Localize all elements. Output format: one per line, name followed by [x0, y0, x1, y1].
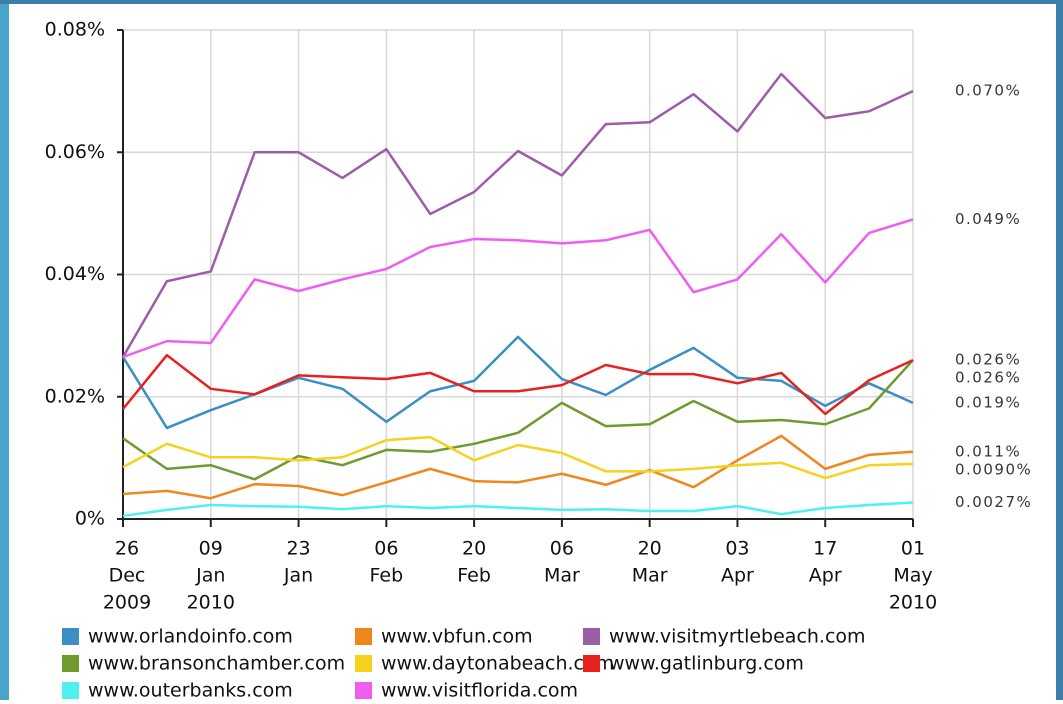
- legend-swatch: [355, 628, 372, 645]
- legend-label: www.outerbanks.com: [88, 680, 293, 701]
- y-tick-label: 0.04%: [45, 263, 105, 285]
- end-value-label: 0.0090%: [955, 460, 1032, 478]
- x-tick-label: 01: [901, 538, 925, 560]
- legend-swatch: [583, 628, 600, 645]
- legend-item: www.bransonchamber.com: [62, 653, 345, 675]
- end-value-label: 0.070%: [955, 82, 1021, 100]
- end-value-label: 0.026%: [955, 369, 1021, 387]
- legend-item: www.orlandoinfo.com: [62, 626, 293, 648]
- end-value-label: 0.011%: [955, 442, 1021, 460]
- y-tick-label: 0.02%: [45, 385, 105, 407]
- x-tick-label: 2010: [187, 592, 235, 614]
- x-tick-label: Feb: [457, 565, 491, 587]
- x-tick-label: 2010: [889, 592, 937, 614]
- x-tick-label: 2009: [103, 592, 151, 614]
- legend-item: www.daytonabeach.com: [355, 653, 614, 675]
- legend-label: www.gatlinburg.com: [609, 653, 804, 675]
- frame-right: [1056, 0, 1063, 700]
- end-value-label: 0.0027%: [955, 493, 1032, 511]
- y-tick-label: 0.06%: [45, 141, 105, 163]
- legend-item: www.gatlinburg.com: [583, 653, 804, 675]
- x-tick-label: Feb: [370, 565, 404, 587]
- series-line: [121, 72, 914, 358]
- end-value-label: 0.019%: [955, 393, 1021, 411]
- legend-swatch: [62, 628, 79, 645]
- legend-label: www.orlandoinfo.com: [88, 626, 293, 648]
- legend-swatch: [355, 682, 372, 699]
- series-line: [122, 218, 914, 359]
- x-tick-label: Apr: [809, 565, 842, 587]
- x-tick-label: May: [893, 565, 932, 587]
- legend-item: www.visitmyrtlebeach.com: [583, 626, 866, 648]
- legend-swatch: [62, 655, 79, 672]
- x-tick-label: 09: [199, 538, 223, 560]
- x-tick-label: 26: [115, 538, 139, 560]
- frame-left: [0, 0, 9, 700]
- legend-swatch: [355, 655, 372, 672]
- legend-label: www.bransonchamber.com: [88, 653, 345, 675]
- x-tick-label: 03: [725, 538, 749, 560]
- x-tick-label: 06: [374, 538, 398, 560]
- legend-item: www.vbfun.com: [355, 626, 533, 648]
- series-line: [122, 435, 914, 480]
- legend-item: www.visitflorida.com: [355, 680, 578, 702]
- end-value-label: 0.026%: [955, 351, 1021, 369]
- legend-swatch: [583, 655, 600, 672]
- y-tick-label: 0%: [75, 508, 105, 530]
- legend-label: www.visitflorida.com: [381, 680, 578, 701]
- x-tick-label: 20: [638, 538, 662, 560]
- x-tick-label: Jan: [283, 565, 313, 587]
- series-line: [122, 353, 914, 416]
- legend-label: www.vbfun.com: [381, 626, 533, 648]
- x-tick-label: Mar: [544, 565, 580, 587]
- x-tick-label: 17: [813, 538, 837, 560]
- x-tick-label: 06: [550, 538, 574, 560]
- x-tick-label: Dec: [109, 565, 146, 587]
- legend-label: www.daytonabeach.com: [381, 653, 614, 675]
- end-value-label: 0.049%: [955, 210, 1021, 228]
- x-tick-label: Mar: [632, 565, 668, 587]
- y-tick-label: 0.08%: [45, 19, 105, 41]
- series-line: [122, 359, 914, 481]
- legend-label: www.visitmyrtlebeach.com: [609, 626, 866, 648]
- frame-top: [0, 0, 1063, 4]
- x-tick-label: 23: [286, 538, 310, 560]
- legend-item: www.outerbanks.com: [62, 680, 293, 702]
- legend-swatch: [62, 682, 79, 699]
- x-tick-label: Apr: [721, 565, 754, 587]
- series-line: [122, 501, 914, 518]
- series-line: [122, 434, 914, 500]
- x-tick-label: Jan: [195, 565, 225, 587]
- x-tick-label: 20: [462, 538, 486, 560]
